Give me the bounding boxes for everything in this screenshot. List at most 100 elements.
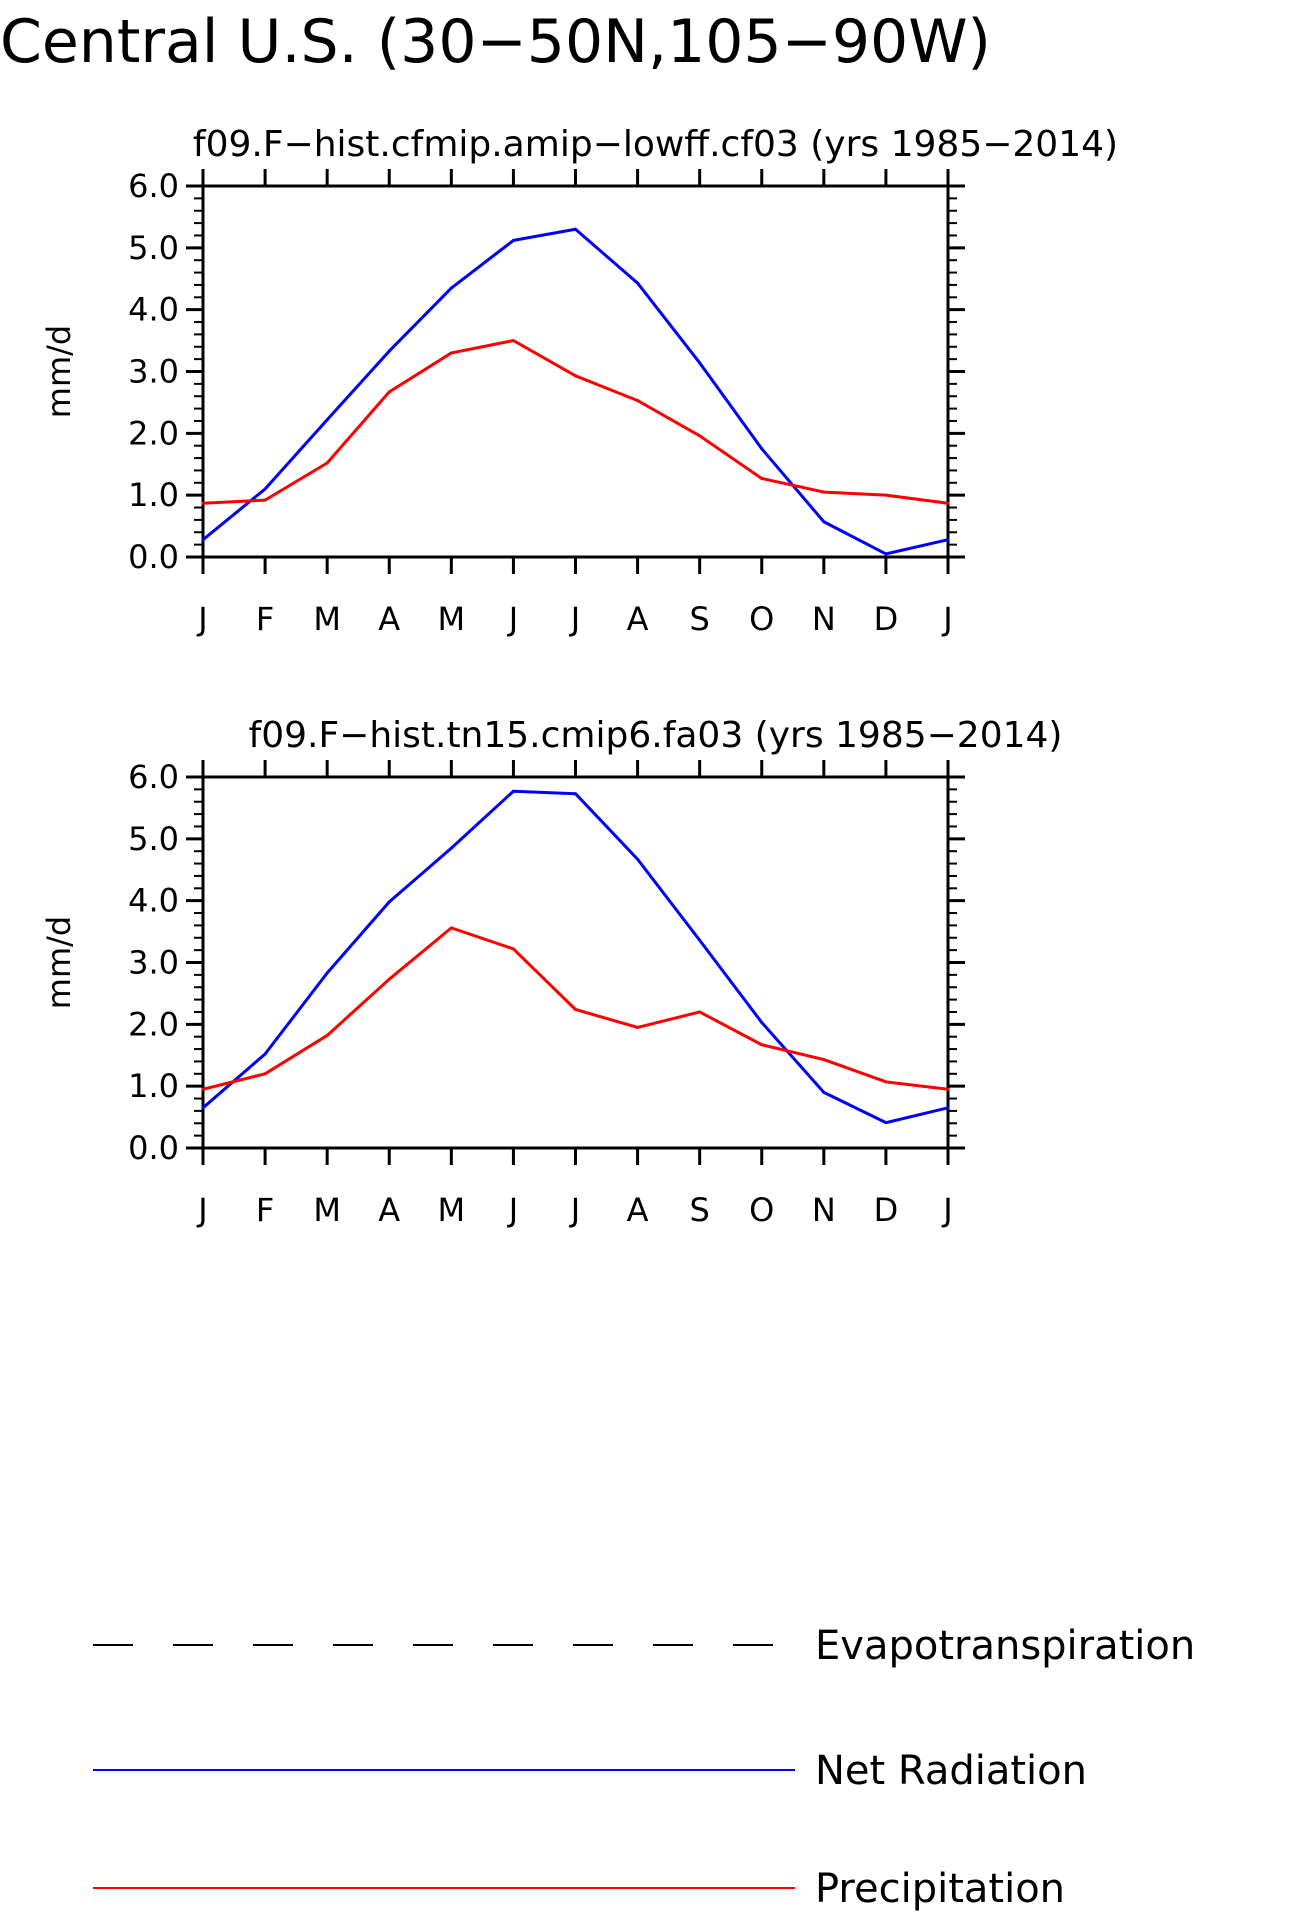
x-tick-label: O [749, 600, 774, 638]
x-tick-label: F [256, 1191, 274, 1229]
data-point [201, 501, 205, 505]
x-tick-label: J [569, 1191, 580, 1229]
data-point [574, 374, 577, 378]
x-tick-label: J [569, 600, 580, 638]
panel-title: f09.F−hist.tn15.cmip6.fa03 (yrs 1985−201… [249, 715, 1063, 756]
x-tick-label: M [313, 600, 341, 638]
data-point [387, 390, 391, 394]
data-point [946, 1087, 950, 1091]
data-point [263, 1052, 267, 1056]
y-axis-label: mm/d [40, 325, 78, 418]
data-point [201, 538, 205, 542]
x-tick-label: D [874, 1191, 899, 1229]
x-tick-label: N [812, 1191, 836, 1229]
data-point [760, 447, 764, 451]
data-point [946, 501, 950, 505]
data-point [511, 947, 515, 951]
data-point [884, 1080, 888, 1084]
data-point [636, 857, 640, 861]
data-point [636, 1025, 640, 1029]
data-point [574, 227, 577, 231]
data-point [325, 971, 329, 975]
x-tick-label: A [627, 600, 649, 638]
panel-title: f09.F−hist.cfmip.amip−lowff.cf03 (yrs 19… [193, 124, 1118, 165]
y-tick-label: 4.0 [128, 882, 179, 920]
data-point [698, 434, 702, 438]
x-tick-label: J [196, 1191, 207, 1229]
data-point [449, 926, 453, 930]
chart-panel-1: f09.F−hist.cfmip.amip−lowff.cf03 (yrs 19… [40, 124, 1118, 638]
legend-item-evapotranspiration: Evapotranspiration [93, 1623, 1195, 1669]
y-tick-label: 4.0 [128, 291, 179, 329]
x-tick-label: S [690, 600, 710, 638]
series-net-radiation [201, 227, 950, 556]
data-point [201, 1087, 205, 1091]
y-tick-label: 2.0 [128, 1005, 179, 1043]
data-point [201, 1106, 205, 1110]
y-tick-label: 1.0 [128, 1067, 179, 1105]
data-point [511, 238, 515, 242]
y-axis-label: mm/d [40, 916, 78, 1009]
x-tick-label: J [196, 600, 207, 638]
data-point [574, 792, 577, 796]
data-point [946, 538, 950, 542]
legend-item-precipitation: Precipitation [93, 1866, 1065, 1912]
data-point [511, 339, 515, 343]
legend-label: Net Radiation [815, 1748, 1087, 1794]
series-line [202, 339, 949, 505]
x-tick-label: M [438, 600, 466, 638]
y-tick-label: 2.0 [128, 414, 179, 452]
x-tick-label: M [313, 1191, 341, 1229]
legend: Evapotranspiration Net Radiation Precipita… [93, 1623, 1195, 1912]
x-tick-label: O [749, 1191, 774, 1229]
data-point [884, 552, 888, 556]
data-point [884, 1121, 888, 1125]
x-tick-label: J [507, 600, 518, 638]
legend-label: Evapotranspiration [815, 1623, 1195, 1669]
y-tick-label: 0.0 [128, 1129, 179, 1167]
y-tick-label: 5.0 [128, 229, 179, 267]
data-point [263, 487, 267, 491]
data-point [387, 977, 391, 981]
series-line [202, 227, 949, 556]
y-tick-label: 3.0 [128, 353, 179, 391]
data-point [511, 789, 515, 793]
data-point [263, 498, 267, 502]
data-point [884, 493, 888, 497]
data-point [449, 846, 453, 850]
y-tick-label: 3.0 [128, 944, 179, 982]
data-point [760, 1043, 764, 1047]
data-point [822, 1090, 826, 1094]
data-point [449, 351, 453, 355]
x-tick-label: N [812, 600, 836, 638]
data-point [822, 520, 826, 524]
series-net-radiation [201, 789, 950, 1125]
x-tick-label: F [256, 600, 274, 638]
data-point [760, 476, 764, 480]
plot-frame [201, 775, 950, 1150]
x-tick-label: J [941, 600, 952, 638]
data-point [822, 1058, 826, 1062]
series-line [202, 789, 949, 1125]
x-tick-label: M [438, 1191, 466, 1229]
x-tick-label: D [874, 600, 899, 638]
chart-panel-2: f09.F−hist.tn15.cmip6.fa03 (yrs 1985−201… [40, 715, 1062, 1229]
data-point [698, 938, 702, 942]
x-tick-label: J [507, 1191, 518, 1229]
y-tick-label: 0.0 [128, 538, 179, 576]
data-point [449, 286, 453, 290]
data-point [325, 1033, 329, 1037]
x-tick-label: J [941, 1191, 952, 1229]
y-tick-label: 6.0 [128, 167, 179, 205]
series-precipitation [201, 926, 950, 1091]
series-precipitation [201, 339, 950, 505]
data-point [387, 900, 391, 904]
data-point [698, 361, 702, 365]
x-tick-label: S [690, 1191, 710, 1229]
chart-panels: f09.F−hist.cfmip.amip−lowff.cf03 (yrs 19… [40, 124, 1118, 1229]
data-point [698, 1010, 702, 1014]
data-point [325, 461, 329, 465]
data-point [574, 1007, 577, 1011]
x-tick-label: A [378, 600, 400, 638]
legend-item-net-radiation: Net Radiation [93, 1748, 1087, 1794]
